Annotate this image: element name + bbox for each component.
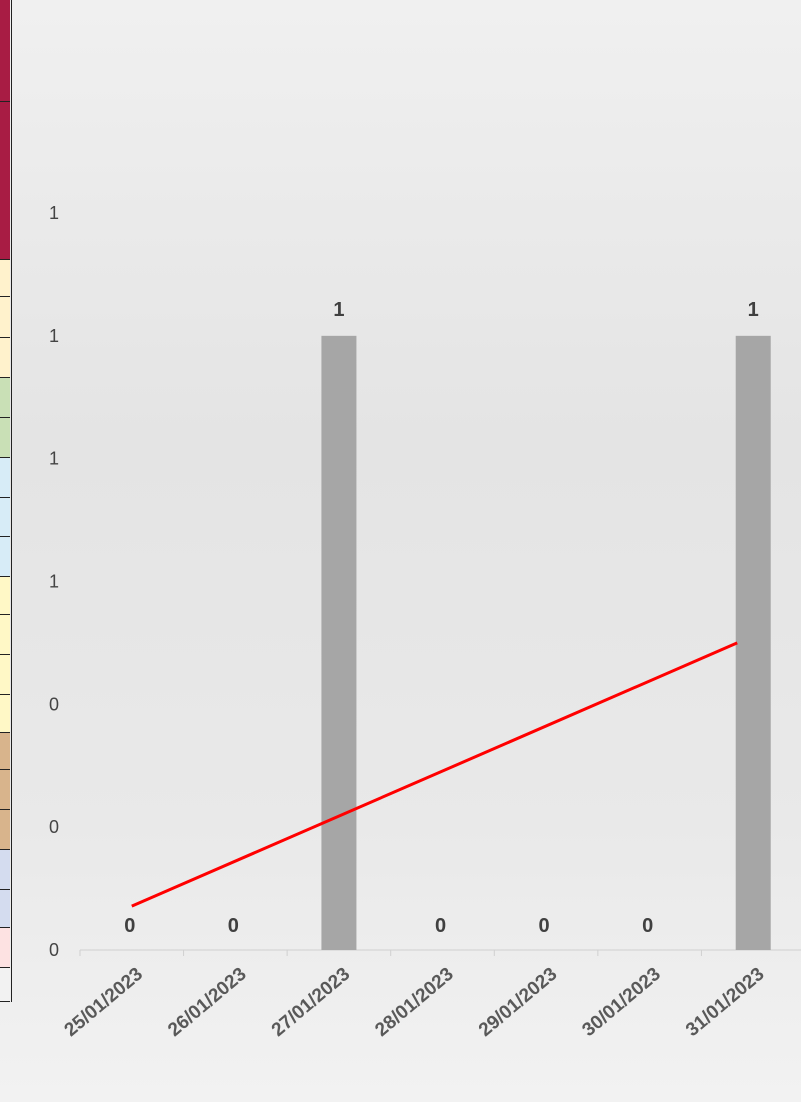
trendline: [131, 641, 738, 908]
strip-cell: [0, 770, 10, 810]
data-label: 0: [435, 915, 446, 937]
strip-cell: [0, 498, 10, 537]
y-tick-label: 0: [49, 694, 59, 714]
x-tick-label: 27/01/2023: [268, 964, 354, 1041]
x-tick-label: 31/01/2023: [682, 964, 768, 1041]
y-tick-label: 0: [49, 940, 59, 960]
data-label: 1: [333, 299, 344, 321]
data-label: 1: [748, 299, 759, 321]
strip-cell: [0, 850, 10, 890]
strip-cell: [0, 260, 10, 297]
x-tick-label: 26/01/2023: [164, 964, 250, 1041]
data-label: 0: [642, 915, 653, 937]
strip-cell: [0, 655, 10, 695]
x-tick-label: 25/01/2023: [61, 964, 147, 1041]
strip-cell: [0, 102, 10, 260]
strip-cell: [0, 733, 10, 770]
strip-cell: [0, 537, 10, 577]
left-panel-strip: [0, 0, 12, 1002]
strip-cell: [0, 0, 10, 102]
strip-cell: [0, 890, 10, 928]
strip-cell: [0, 418, 10, 458]
x-tick-label: 28/01/2023: [371, 964, 457, 1041]
y-tick-label: 1: [49, 326, 59, 346]
strip-cell: [0, 378, 10, 418]
bar: [735, 335, 771, 950]
strip-cell: [0, 695, 10, 733]
y-tick-label: 1: [49, 203, 59, 223]
y-tick-label: 1: [49, 449, 59, 469]
data-label: 0: [539, 915, 550, 937]
strip-cell: [0, 338, 10, 378]
strip-cell: [0, 928, 10, 968]
strip-cell: [0, 577, 10, 615]
strip-cell: [0, 810, 10, 850]
y-tick-label: 1: [49, 572, 59, 592]
data-label: 0: [228, 915, 239, 937]
strip-cell: [0, 615, 10, 655]
strip-cell: [0, 458, 10, 498]
data-label: 0: [124, 915, 135, 937]
y-tick-label: 0: [49, 817, 59, 837]
bar: [321, 335, 357, 950]
x-tick-label: 30/01/2023: [579, 964, 665, 1041]
strip-cell: [0, 968, 10, 1002]
x-tick-label: 29/01/2023: [475, 964, 561, 1041]
strip-cell: [0, 297, 10, 338]
